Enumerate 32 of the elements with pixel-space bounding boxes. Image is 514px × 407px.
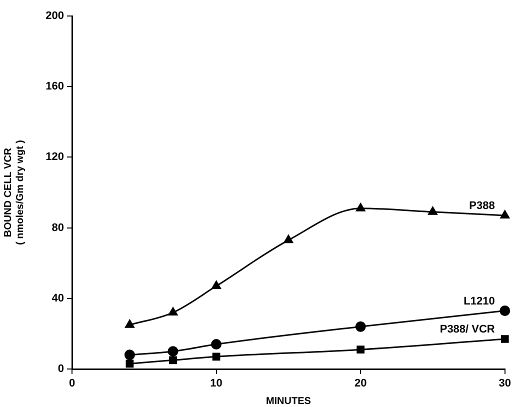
y-tick-label: 40 <box>52 292 64 304</box>
point <box>169 356 177 364</box>
x-tick-label: 30 <box>498 378 512 390</box>
point <box>124 350 135 360</box>
x-tick-label: 0 <box>68 378 76 390</box>
series-label: P388 <box>469 200 495 212</box>
point <box>356 203 366 212</box>
x-tick-label: 10 <box>210 378 222 390</box>
y-tick-label: 200 <box>46 10 64 22</box>
x-axis-title: MINUTES <box>266 396 312 407</box>
y-tick-label: 80 <box>52 222 64 234</box>
y-tick-label: 0 <box>58 363 64 376</box>
y-axis-title: BOUND CELL VCR ( nmoles/Gm dry wgt ) <box>2 140 26 246</box>
series-label: P388/ VCR <box>440 324 495 336</box>
point <box>211 339 222 350</box>
point <box>500 210 510 218</box>
series-label: L1210 <box>464 295 495 308</box>
point <box>212 280 221 290</box>
y-tick-label: 160 <box>46 80 64 93</box>
point <box>428 206 438 215</box>
point <box>500 306 510 316</box>
point <box>168 307 178 316</box>
point <box>125 320 134 328</box>
point <box>355 321 366 332</box>
x-tick-label: 20 <box>354 378 367 390</box>
point <box>126 360 134 368</box>
point <box>284 234 294 244</box>
point <box>500 335 509 343</box>
point <box>168 346 178 357</box>
point <box>356 346 365 354</box>
y-tick-label: 120 <box>46 151 64 164</box>
point <box>212 352 220 361</box>
